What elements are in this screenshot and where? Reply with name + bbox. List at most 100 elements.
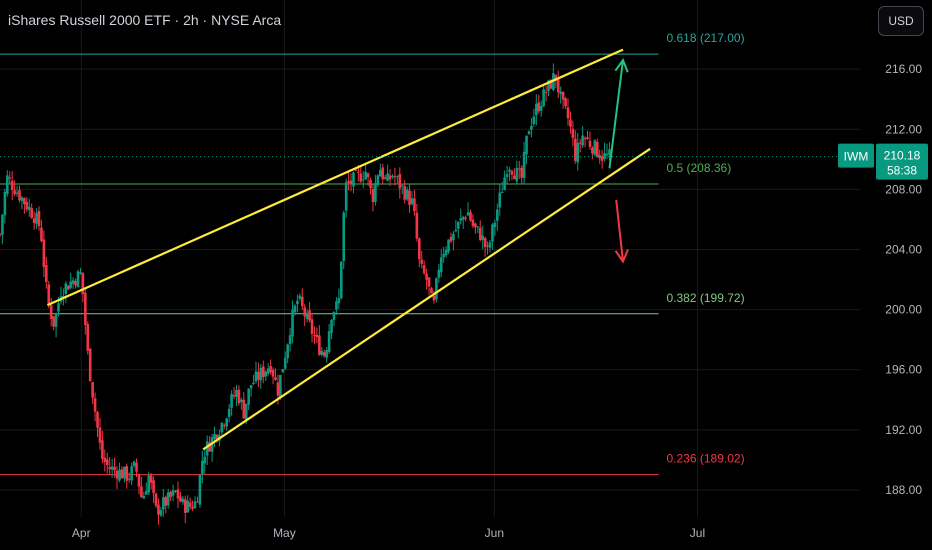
candle-body	[481, 235, 484, 241]
candle-body	[69, 281, 72, 288]
trendlines	[46, 48, 651, 451]
candle-body	[293, 305, 297, 313]
time-axis: Apr May Jun Jul	[72, 526, 705, 540]
candle-body	[120, 469, 124, 479]
price-badge-countdown: 58:38	[887, 164, 917, 178]
candle-body	[86, 324, 90, 351]
candle-body	[344, 182, 348, 211]
chart-grid	[0, 0, 860, 517]
candle-body	[313, 335, 316, 337]
candle-body	[505, 174, 509, 178]
candle-body	[201, 460, 204, 475]
candle-body	[454, 229, 458, 232]
candle-body	[449, 237, 453, 242]
candle-body	[88, 348, 92, 382]
candle-body	[586, 137, 589, 140]
candle-body	[32, 218, 36, 223]
candle-body	[517, 168, 521, 170]
candle-body	[96, 412, 99, 428]
candle-body	[566, 107, 570, 119]
candle-body	[215, 435, 219, 440]
candle-body	[244, 403, 248, 420]
candle-body	[520, 167, 523, 178]
candle-body	[179, 496, 182, 502]
candle-body	[64, 283, 68, 294]
candle-body	[422, 265, 426, 274]
candle-body	[147, 475, 151, 493]
candle-body	[18, 190, 21, 201]
candle-body	[296, 300, 299, 305]
time-tick-label: May	[273, 526, 296, 540]
candle-body	[515, 167, 519, 182]
price-tick-label: 216.00	[885, 62, 922, 76]
candle-body	[408, 190, 411, 206]
candle-body	[191, 506, 194, 509]
candle-body	[25, 202, 29, 210]
candle-body	[45, 264, 48, 282]
fib-level-labels: 0.618 (217.00) 0.5 (208.36) 0.382 (199.72)…	[667, 31, 745, 466]
candle-body	[339, 261, 343, 299]
candle-body	[283, 357, 287, 369]
candle-body	[535, 103, 538, 116]
candle-body	[101, 440, 104, 459]
candle-body	[23, 198, 26, 205]
candle-body	[271, 369, 275, 377]
candle-body	[444, 249, 448, 256]
candle-body	[315, 334, 319, 338]
candle-body	[337, 298, 341, 304]
projection-arrows	[608, 58, 629, 264]
candle-body	[66, 285, 70, 290]
candle-body	[554, 74, 558, 81]
candle-body	[556, 79, 560, 93]
candle-body	[240, 399, 243, 403]
candle-body	[237, 389, 241, 404]
candle-body	[203, 456, 207, 464]
price-tick-label: 192.00	[885, 423, 922, 437]
candle-body	[503, 177, 506, 190]
price-tick-label: 212.00	[885, 122, 922, 136]
candle-body	[496, 209, 499, 221]
candle-body	[303, 307, 307, 317]
candle-body	[415, 212, 419, 239]
candle-body	[169, 491, 172, 497]
candle-body	[308, 310, 311, 321]
candle-body	[476, 226, 480, 228]
time-tick-label: Jun	[485, 526, 504, 540]
candle-body	[608, 149, 611, 155]
candle-body	[478, 227, 482, 240]
price-badge-value: 210.18	[884, 149, 921, 163]
candle-body	[140, 486, 143, 498]
candle-body	[35, 212, 38, 224]
fib-label-0.5: 0.5 (208.36)	[667, 161, 732, 175]
candle-body	[123, 466, 126, 479]
candle-body	[322, 352, 326, 356]
arrow-up-head	[614, 58, 629, 73]
candle-body	[325, 350, 328, 358]
candle-body	[52, 316, 55, 327]
fib-level-lines	[0, 53, 659, 476]
currency-button[interactable]: USD	[878, 6, 924, 36]
candle-body	[27, 206, 31, 210]
candle-body	[593, 140, 597, 155]
time-tick-label: Apr	[72, 526, 91, 540]
candle-body	[571, 128, 575, 139]
candle-body	[388, 175, 392, 180]
candle-body	[305, 312, 309, 320]
candle-body	[222, 424, 226, 426]
candle-body	[466, 212, 470, 216]
candle-body	[359, 173, 363, 182]
candle-body	[54, 313, 58, 327]
price-tick-label: 188.00	[885, 483, 922, 497]
trendline-2	[202, 147, 651, 451]
candle-body	[30, 208, 33, 218]
candle-body	[118, 469, 121, 481]
candle-body	[57, 303, 60, 312]
arrow-up-shaft	[608, 59, 624, 169]
candle-body	[93, 398, 97, 412]
candle-body	[342, 212, 346, 261]
candle-body	[537, 102, 541, 112]
candle-body	[196, 501, 199, 503]
arrow-down-shaft	[615, 199, 624, 262]
